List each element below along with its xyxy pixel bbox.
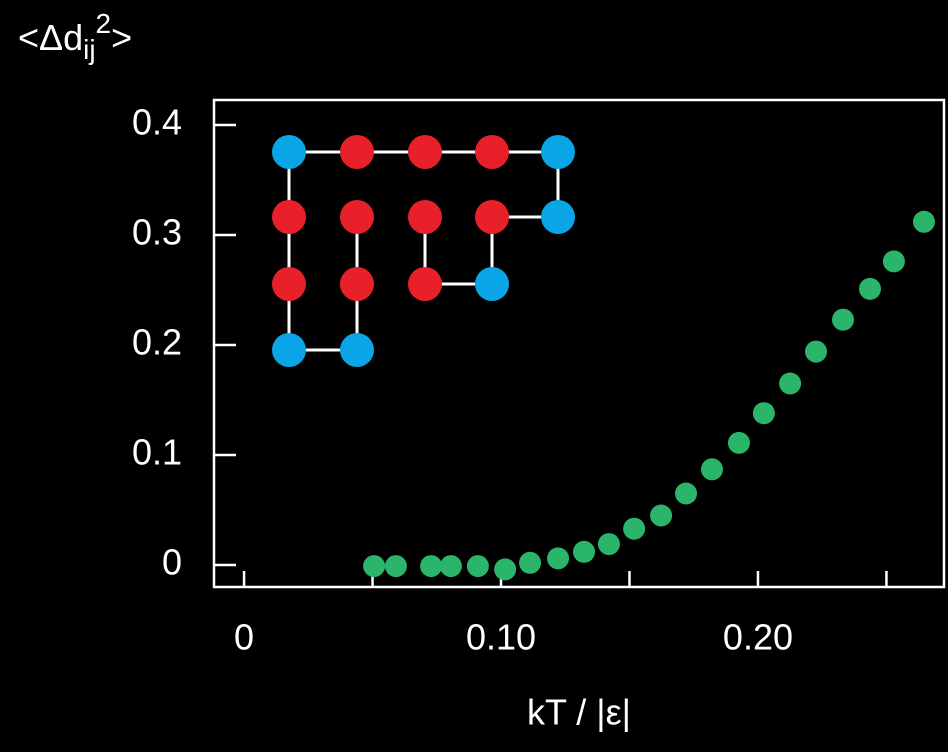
site — [272, 333, 306, 367]
y-tick-label: 0.2 — [132, 322, 182, 363]
data-point — [650, 504, 673, 527]
x-axis-label: kT / |ε| — [527, 692, 631, 733]
site — [340, 267, 374, 301]
site — [340, 135, 374, 169]
site — [408, 200, 442, 234]
site — [408, 267, 442, 301]
y-tick-label: 0.4 — [132, 101, 182, 142]
y-tick-label: 0 — [162, 542, 182, 583]
y-label-end: > — [111, 17, 132, 58]
site — [541, 200, 575, 234]
data-point — [779, 372, 802, 395]
data-point — [912, 210, 935, 233]
data-point — [597, 533, 620, 556]
site — [272, 200, 306, 234]
x-tick-label: 0 — [234, 617, 254, 658]
plot-frame — [212, 98, 946, 589]
y-label-sub: ij — [83, 34, 95, 65]
data-point — [752, 402, 775, 425]
data-point — [675, 482, 698, 505]
y-tick-label: 0.1 — [132, 432, 182, 473]
data-point — [519, 551, 542, 574]
data-point — [494, 558, 517, 581]
site — [408, 135, 442, 169]
x-tick-label: 0.20 — [723, 617, 793, 658]
site — [475, 135, 509, 169]
x-tick-label: 0.10 — [466, 617, 536, 658]
data-point — [420, 555, 443, 578]
site — [340, 200, 374, 234]
data-point — [727, 431, 750, 454]
y-label-main: <Δd — [18, 17, 83, 58]
data-point — [832, 308, 855, 331]
lattice-inset — [272, 135, 575, 367]
site — [475, 267, 509, 301]
data-point — [439, 555, 462, 578]
site — [272, 267, 306, 301]
data-point — [363, 555, 386, 578]
data-point — [573, 540, 596, 563]
site — [541, 135, 575, 169]
site — [272, 135, 306, 169]
site — [340, 333, 374, 367]
y-tick-label: 0.3 — [132, 211, 182, 252]
blue-sites — [272, 135, 575, 367]
y-axis-label: <Δdij2> — [18, 8, 132, 65]
data-point — [858, 277, 881, 300]
data-point — [623, 517, 646, 540]
site — [475, 200, 509, 234]
data-point — [547, 547, 570, 570]
data-point — [805, 340, 828, 363]
data-point — [466, 555, 489, 578]
red-sites — [272, 135, 509, 301]
data-point — [384, 555, 407, 578]
data-point — [882, 250, 905, 273]
data-point — [700, 458, 723, 481]
y-label-sup: 2 — [96, 8, 112, 39]
